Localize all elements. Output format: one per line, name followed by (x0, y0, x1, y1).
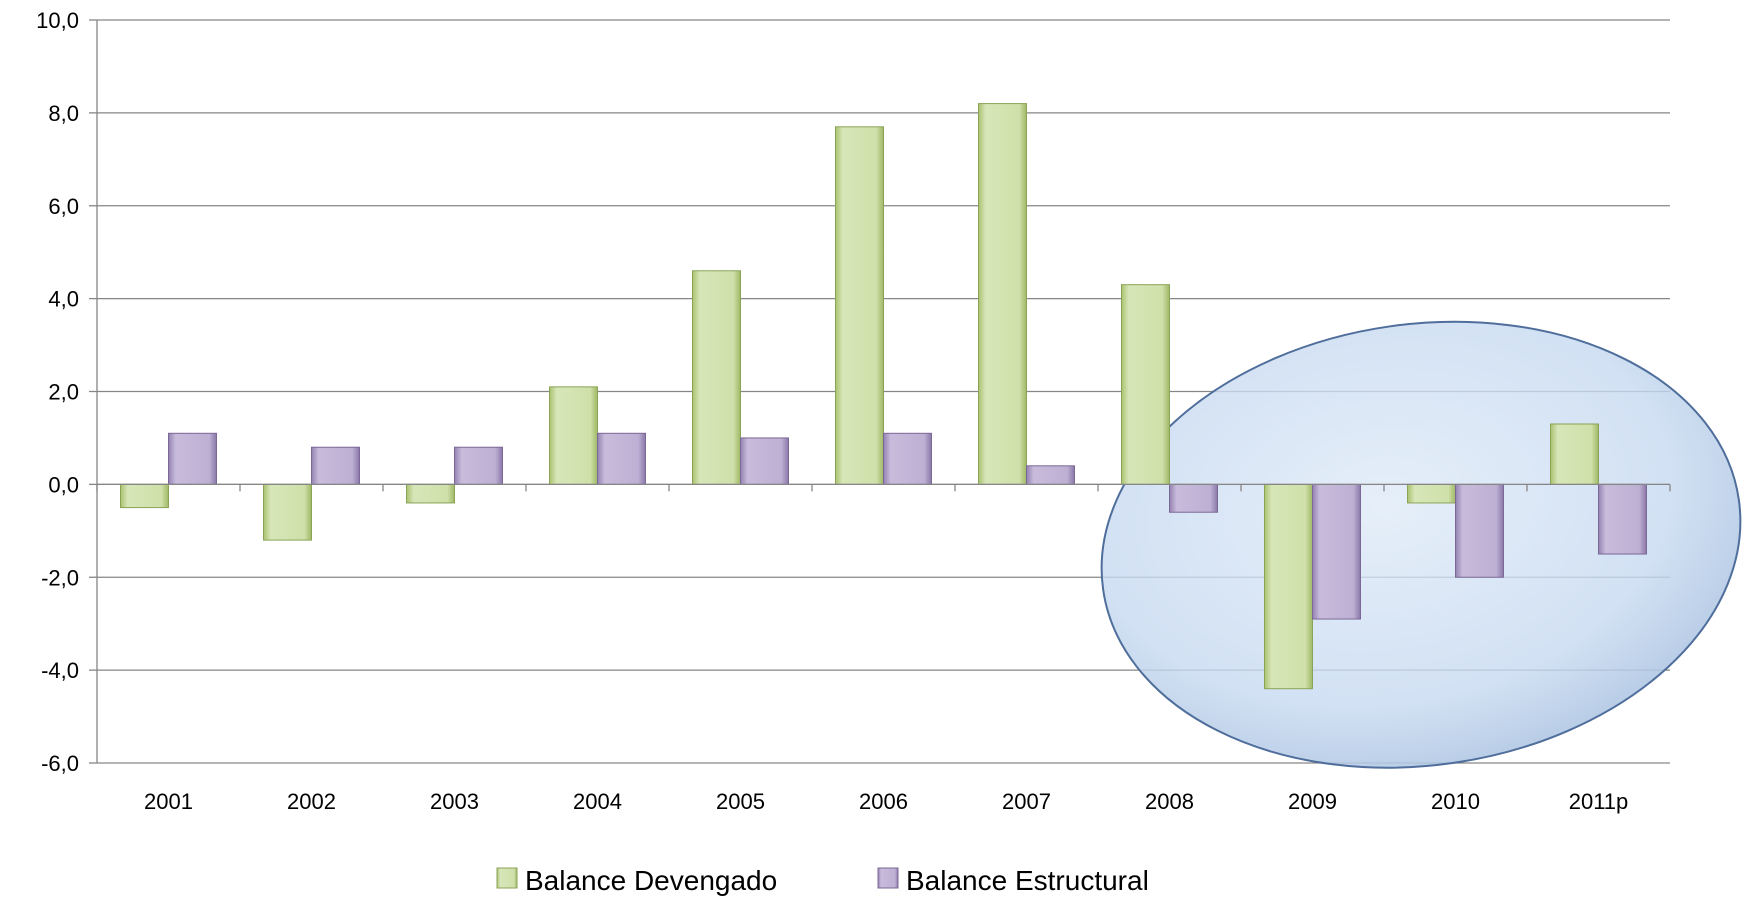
bar-balance-estructural-2001 (168, 432, 217, 485)
bar-balance-estructural-2010 (1455, 483, 1504, 578)
bar-balance-devengado-2008 (1121, 284, 1170, 485)
legend-label-balance-estructural: Balance Estructural (906, 865, 1149, 896)
bar-balance-devengado-2001 (120, 483, 169, 509)
legend-swatch-balance-estructural (877, 867, 899, 889)
bar-balance-estructural-2007 (1026, 465, 1075, 485)
tick-labels: 10,0 8,0 6,0 4,0 2,0 0,0 -2,0 -4,0 -6,0 2001 2002 2… (36, 8, 1628, 814)
axes (89, 19, 1671, 764)
bar-balance-estructural-2003 (454, 446, 503, 485)
bar-balance-devengado-2011p (1550, 423, 1599, 485)
x-tick-label: 2007 (1002, 789, 1051, 814)
bar-balance-estructural-2005 (740, 437, 789, 485)
bar-balance-devengado-2009 (1264, 483, 1313, 690)
bar-balance-devengado-2004 (549, 386, 598, 485)
legend-label-balance-devengado: Balance Devengado (525, 865, 777, 896)
x-tick-label: 2011p (1569, 789, 1629, 814)
y-tick-label: 2,0 (48, 380, 79, 405)
bar-balance-devengado-2010 (1407, 483, 1456, 504)
bar-balance-devengado-2005 (692, 270, 741, 485)
y-tick-label: 6,0 (48, 194, 79, 219)
y-tick-label: -6,0 (41, 751, 79, 776)
y-tick-label: 8,0 (48, 101, 79, 126)
y-tick-label: 0,0 (48, 472, 79, 497)
legend-swatch-balance-devengado (496, 867, 518, 889)
x-tick-label: 2009 (1288, 789, 1337, 814)
bar-balance-devengado-2007 (978, 103, 1027, 485)
bar-balance-estructural-2009 (1312, 483, 1361, 620)
y-tick-label: -4,0 (41, 658, 79, 683)
x-tick-label: 2002 (287, 789, 336, 814)
y-tick-label: -2,0 (41, 565, 79, 590)
x-tick-label: 2004 (573, 789, 622, 814)
x-tick-label: 2010 (1431, 789, 1480, 814)
x-tick-label: 2006 (859, 789, 908, 814)
y-tick-label: 4,0 (48, 287, 79, 312)
x-tick-label: 2003 (430, 789, 479, 814)
bar-balance-devengado-2003 (406, 483, 455, 504)
x-tick-label: 2008 (1145, 789, 1194, 814)
bar-balance-estructural-2008 (1169, 483, 1218, 513)
bar-balance-devengado-2002 (263, 483, 312, 541)
bar-balance-estructural-2011p (1598, 483, 1647, 555)
y-tick-label: 10,0 (36, 8, 79, 33)
x-tick-label: 2005 (716, 789, 765, 814)
legend: Balance Devengado Balance Estructural (496, 865, 1149, 896)
bar-balance-estructural-2006 (883, 432, 932, 485)
x-tick-label: 2001 (144, 789, 193, 814)
bar-balance-devengado-2006 (835, 126, 884, 485)
bar-balance-estructural-2002 (311, 446, 360, 485)
bar-balance-estructural-2004 (597, 432, 646, 485)
bars (120, 103, 1647, 690)
